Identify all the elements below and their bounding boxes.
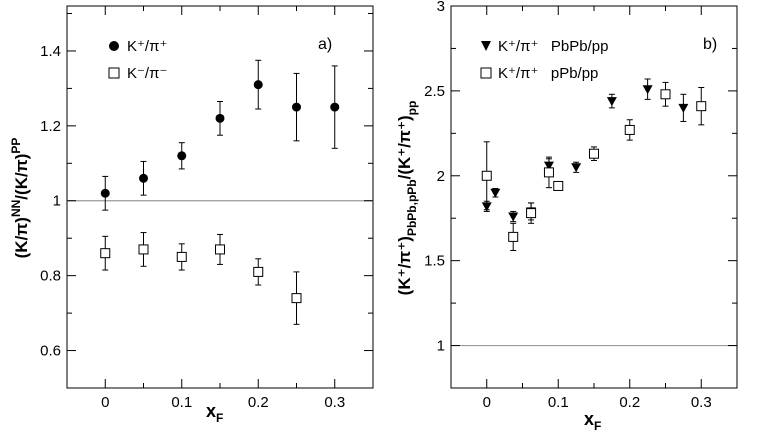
panel-a-frame	[66, 5, 374, 389]
data-point	[678, 103, 689, 113]
y-tick-label: 1.5	[424, 253, 445, 270]
x-tick-label: 0	[101, 394, 109, 411]
data-point	[624, 124, 635, 135]
panel-b-ylabel: (K⁺/π⁺)PbPb,pPb/(K⁺/π⁺)pp	[395, 101, 419, 296]
panel-a-tag: a)	[318, 36, 332, 53]
panel-b-series-1	[481, 78, 689, 223]
data-point	[508, 212, 519, 222]
x-tick-label: 0.1	[171, 394, 192, 411]
legend-a-label-1: K⁺/π⁺	[127, 38, 167, 55]
data-point	[508, 231, 519, 242]
legend-b-marker-2	[480, 67, 492, 79]
data-point	[253, 266, 264, 277]
y-tick-label: 0.8	[40, 268, 61, 285]
x-tick-label: 0.2	[619, 394, 640, 411]
panel-b-ticks: 0 0.1 0.2 0.3 1 1.5 2 2.5 3	[424, 0, 738, 411]
panel-b-legend: K⁺/π⁺ PbPb/pp K⁺/π⁺ pPb/pp	[480, 38, 608, 82]
panel-a-ylabel: (K/π)NN/(K/π)PP	[9, 138, 31, 259]
panel-b-xlabel: xF	[584, 409, 601, 433]
panel-a: 0 0.1 0.2 0.3 0.6 0.8 1 1.2 1.4 a) K⁺/π⁺ K⁻/π⁻ x…	[9, 5, 374, 425]
y-tick-label: 1	[53, 193, 61, 210]
data-point	[571, 163, 582, 173]
legend-a-label-2: K⁻/π⁻	[127, 65, 167, 82]
y-tick-label: 2.5	[424, 83, 445, 100]
y-tick-label: 2	[437, 168, 445, 185]
data-point	[215, 244, 225, 255]
data-point	[138, 244, 149, 255]
data-point	[292, 102, 301, 112]
x-tick-label: 0	[483, 394, 491, 411]
data-point	[481, 170, 492, 181]
x-tick-label: 0.3	[324, 394, 345, 411]
data-point	[215, 113, 225, 123]
panel-b-series-2	[481, 81, 707, 251]
legend-b-label-1: K⁺/π⁺ PbPb/pp	[498, 38, 608, 55]
legend-a-marker-1	[109, 41, 119, 51]
data-point	[606, 97, 617, 107]
panel-a-ticks: 0 0.1 0.2 0.3 0.6 0.8 1 1.2 1.4	[40, 6, 374, 411]
data-point	[100, 188, 110, 198]
data-point	[100, 248, 111, 259]
panel-a-xlabel: xF	[206, 401, 223, 425]
data-point	[176, 251, 187, 262]
y-tick-label: 0.6	[40, 343, 61, 360]
panel-a-legend: K⁺/π⁺ K⁻/π⁻	[108, 38, 167, 82]
y-tick-label: 3	[437, 0, 445, 15]
data-point	[291, 293, 302, 304]
panel-a-series-2	[100, 232, 302, 325]
data-point	[543, 167, 554, 178]
y-tick-label: 1	[437, 338, 445, 355]
y-tick-label: 1.2	[40, 118, 61, 135]
data-point	[490, 188, 501, 198]
y-tick-label: 1.4	[40, 43, 61, 60]
legend-b-label-2: K⁺/π⁺ pPb/pp	[498, 65, 598, 82]
x-tick-label: 0.1	[548, 394, 569, 411]
data-point	[177, 151, 187, 161]
legend-a-marker-2	[108, 67, 120, 79]
data-point	[330, 102, 340, 112]
data-point	[660, 89, 671, 100]
panel-a-series-1	[100, 59, 340, 211]
x-tick-label: 0.3	[691, 394, 712, 411]
data-point	[139, 173, 148, 183]
panel-b-tag: b)	[703, 36, 717, 53]
x-tick-label: 0.2	[248, 394, 269, 411]
legend-b-marker-1	[481, 41, 491, 51]
data-point	[696, 101, 707, 112]
data-point	[526, 208, 537, 219]
data-point	[642, 85, 653, 95]
data-point	[253, 80, 263, 90]
data-point	[553, 180, 564, 191]
panel-b: 0 0.1 0.2 0.3 1 1.5 2 2.5 3 b) K⁺/π⁺ PbPb/pp K⁺/…	[395, 0, 738, 433]
data-point	[589, 148, 599, 159]
